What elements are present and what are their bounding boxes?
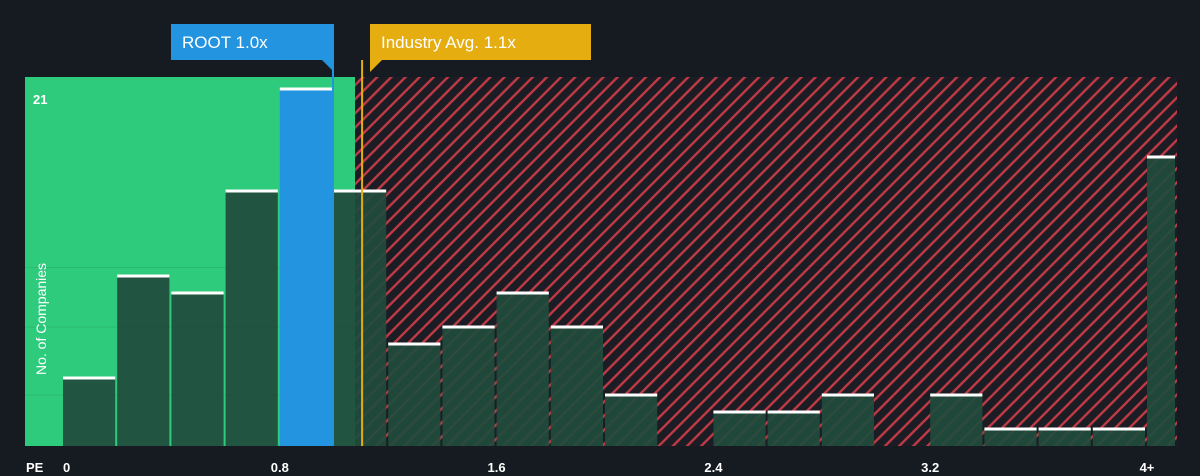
- markers: ROOT 1.0x Industry Avg. 1.1x: [171, 24, 591, 446]
- bar-cap-2: [605, 393, 658, 397]
- x-tick-4+: 4+: [1140, 460, 1155, 475]
- bar-3.8: [1092, 429, 1145, 446]
- bar-cap-2.4: [713, 410, 766, 414]
- x-tick-labels: 0 0.8 1.6 2.4 3.2 4+: [63, 460, 1155, 475]
- bar-2: [605, 395, 658, 446]
- bar-cap-3.8: [1092, 427, 1145, 431]
- bar-cap-2.8: [821, 393, 874, 397]
- bar-4: [1147, 157, 1175, 446]
- x-axis-label: PE: [26, 460, 44, 475]
- marker-label-0: ROOT 1.0x: [182, 33, 268, 52]
- bar-1.2: [388, 344, 441, 446]
- bar-cap-1: [334, 189, 387, 193]
- bar-cap-0.6: [225, 189, 278, 193]
- bar-cap-1.4: [442, 325, 495, 329]
- bar-0.2: [117, 276, 170, 446]
- x-tick-0: 0: [63, 460, 70, 475]
- bar-0.4: [171, 293, 224, 446]
- bar-cap-0.4: [171, 291, 224, 295]
- marker-label-1: Industry Avg. 1.1x: [381, 33, 516, 52]
- y-tick-21: 21: [33, 92, 47, 107]
- bar-cap-0.2: [117, 274, 170, 278]
- bar-cap-2.6: [767, 410, 820, 414]
- bar-cap-3.4: [984, 427, 1037, 431]
- marker-box-1: [370, 24, 591, 60]
- bar-2.6: [767, 412, 820, 446]
- bar-cap-1.8: [550, 325, 603, 329]
- bar-1: [334, 191, 387, 446]
- x-tick-0.8: 0.8: [271, 460, 289, 475]
- marker-pointer-1: [370, 60, 382, 72]
- bar-1.8: [550, 327, 603, 446]
- bar-cap-0: [63, 376, 116, 380]
- x-tick-1.6: 1.6: [488, 460, 506, 475]
- bar-1.4: [442, 327, 495, 446]
- histogram-bars: [63, 87, 1175, 446]
- x-tick-3.2: 3.2: [921, 460, 939, 475]
- y-axis-label: No. of Companies: [33, 263, 49, 375]
- bar-0.6: [225, 191, 278, 446]
- bar-1.6: [496, 293, 549, 446]
- bar-cap-4: [1147, 155, 1175, 159]
- bar-2.8: [821, 395, 874, 446]
- bar-cap-3.6: [1038, 427, 1091, 431]
- bar-cap-3.2: [930, 393, 983, 397]
- bar-3.4: [984, 429, 1037, 446]
- bar-cap-1.2: [388, 342, 441, 346]
- bar-0: [63, 378, 116, 446]
- bar-3.2: [930, 395, 983, 446]
- x-tick-2.4: 2.4: [704, 460, 723, 475]
- bar-2.4: [713, 412, 766, 446]
- bar-3.6: [1038, 429, 1091, 446]
- bar-cap-0.8: [279, 87, 332, 91]
- bar-cap-1.6: [496, 291, 549, 295]
- bar-0.8: [279, 89, 332, 446]
- marker-box-0: [171, 24, 334, 60]
- marker-pointer-0: [322, 60, 334, 72]
